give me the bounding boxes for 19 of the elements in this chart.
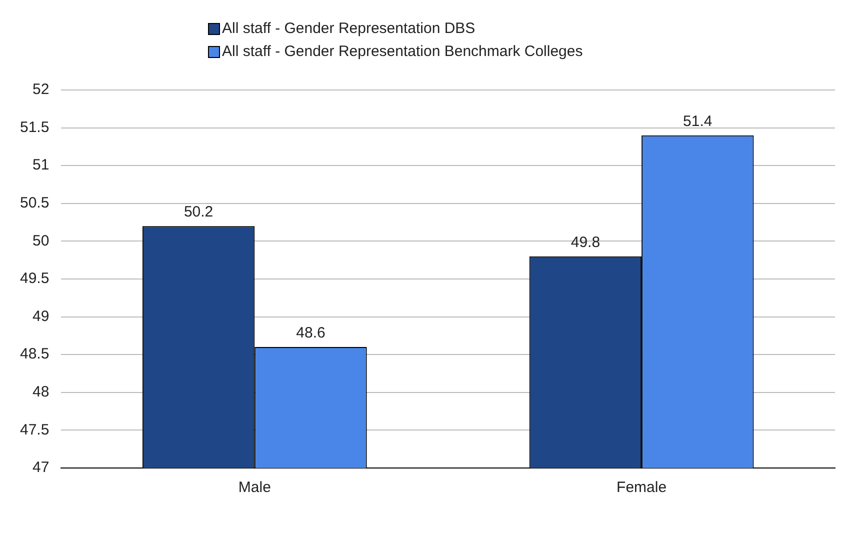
y-tick-label: 51 [32,156,50,174]
y-tick-label: 51.5 [20,118,50,136]
y-tick-label: 49.5 [20,270,50,288]
y-tick-label: 49 [32,308,50,325]
data-label: 51.4 [683,113,712,130]
data-label: 50.2 [184,204,214,221]
legend-label: All staff - Gender Representation DBS [222,20,476,37]
data-label: 48.6 [296,324,326,342]
y-tick-label: 48.5 [20,346,50,363]
x-tick-label: Female [616,479,667,496]
y-tick-label: 47 [32,459,50,476]
y-tick-label: 50 [32,232,50,250]
y-tick-label: 48 [32,384,50,401]
y-tick-label: 52 [32,81,50,98]
legend-label: All staff - Gender Representation Benchmark Colleges [222,43,583,60]
y-tick-label: 50.5 [20,194,50,212]
x-tick-label: Male [238,479,271,496]
data-label: 49.8 [570,234,600,251]
y-tick-label: 47.5 [20,421,50,438]
